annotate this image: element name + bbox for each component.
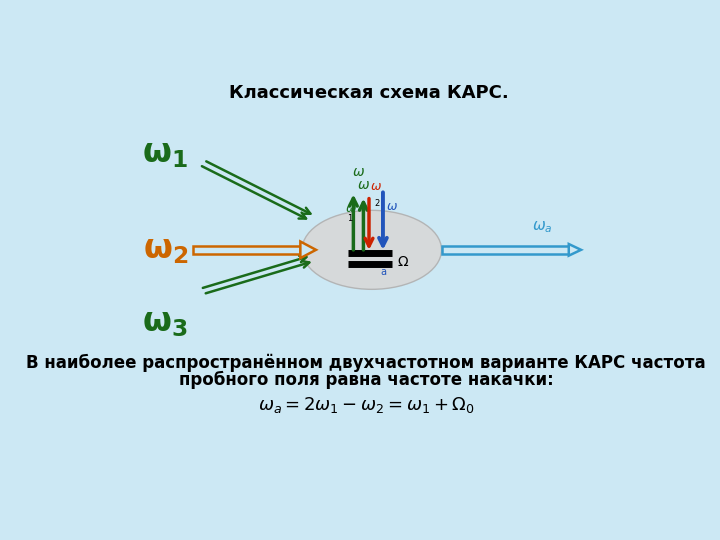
- Text: a: a: [380, 267, 386, 277]
- Text: пробного поля равна частоте накачки:: пробного поля равна частоте накачки:: [179, 370, 554, 389]
- Text: $\omega$: $\omega$: [386, 200, 397, 213]
- Text: $\omega$: $\omega$: [357, 178, 370, 192]
- Text: $\omega$: $\omega$: [345, 202, 357, 215]
- Polygon shape: [193, 246, 300, 254]
- Text: $\mathbf{\omega_1}$: $\mathbf{\omega_1}$: [143, 138, 189, 170]
- Text: В наиболее распространённом двухчастотном варианте КАРС частота: В наиболее распространённом двухчастотно…: [27, 354, 706, 372]
- Polygon shape: [300, 241, 316, 258]
- Ellipse shape: [302, 210, 441, 289]
- Text: $\mathbf{\omega_3}$: $\mathbf{\omega_3}$: [143, 307, 188, 339]
- Text: $\omega_a$: $\omega_a$: [531, 220, 552, 235]
- Text: 2: 2: [374, 199, 379, 208]
- Polygon shape: [441, 246, 569, 254]
- Text: $\Omega$: $\Omega$: [397, 255, 409, 269]
- Text: $\omega$: $\omega$: [370, 180, 382, 193]
- Text: Классическая схема КАРС.: Классическая схема КАРС.: [229, 84, 509, 102]
- Text: $\omega_a = 2\omega_1 - \omega_2 = \omega_1 + \Omega_0$: $\omega_a = 2\omega_1 - \omega_2 = \omeg…: [258, 395, 474, 415]
- Text: $\mathbf{\omega_2}$: $\mathbf{\omega_2}$: [143, 234, 188, 266]
- Polygon shape: [569, 244, 581, 255]
- Text: $\omega$: $\omega$: [353, 165, 366, 179]
- Text: 1: 1: [347, 214, 352, 224]
